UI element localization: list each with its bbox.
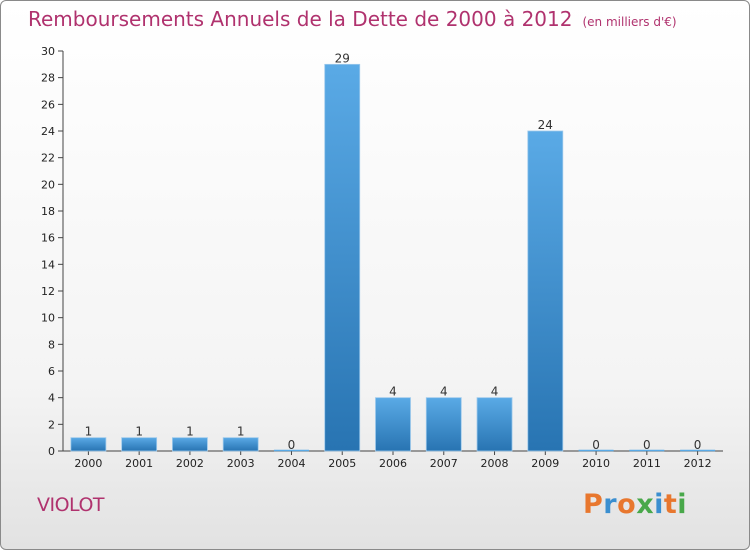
bar xyxy=(375,397,411,452)
x-tick-label: 2007 xyxy=(430,457,458,470)
chart-title-text: Remboursements Annuels de la Dette de 20… xyxy=(28,7,573,31)
bar xyxy=(222,437,259,452)
bar xyxy=(70,437,107,452)
bar xyxy=(527,130,564,452)
y-tick-label: 26 xyxy=(41,98,55,111)
x-tick-label: 2004 xyxy=(277,457,305,470)
x-tick-label: 2009 xyxy=(531,457,559,470)
x-tick-label: 2002 xyxy=(176,457,204,470)
logo-letter: o xyxy=(617,489,637,520)
y-tick-label: 22 xyxy=(41,152,55,165)
x-tick-label: 2005 xyxy=(328,457,356,470)
bar-value-label: 0 xyxy=(592,438,600,452)
x-tick-label: 2008 xyxy=(481,457,509,470)
y-tick-label: 0 xyxy=(48,445,55,458)
y-tick-label: 8 xyxy=(48,338,55,351)
x-tick-label: 2012 xyxy=(684,457,712,470)
bar-value-label: 0 xyxy=(694,438,702,452)
logo-letter: P xyxy=(583,489,604,520)
bar-value-label: 1 xyxy=(186,425,194,439)
y-tick-label: 14 xyxy=(41,258,55,271)
x-tick-label: 2006 xyxy=(379,457,407,470)
bar-value-label: 29 xyxy=(335,51,350,65)
commune-name: VIOLOT xyxy=(37,494,105,516)
y-tick-label: 16 xyxy=(41,232,55,245)
y-tick-label: 28 xyxy=(41,72,55,85)
y-tick-label: 30 xyxy=(41,45,55,58)
y-tick-label: 10 xyxy=(41,312,55,325)
y-tick-label: 4 xyxy=(48,392,55,405)
bar xyxy=(425,397,462,452)
chart-unit: (en milliers d'€) xyxy=(582,15,677,29)
y-tick-label: 12 xyxy=(41,285,55,298)
logo-letter: t xyxy=(663,489,678,520)
chart-title: Remboursements Annuels de la Dette de 20… xyxy=(28,7,677,31)
y-tick-label: 6 xyxy=(48,365,55,378)
bar xyxy=(172,437,208,452)
x-tick-label: 2011 xyxy=(633,457,661,470)
bar xyxy=(476,397,513,452)
y-tick-label: 24 xyxy=(41,125,55,138)
bar-value-label: 4 xyxy=(491,385,499,399)
x-tick-label: 2010 xyxy=(582,457,610,470)
bar xyxy=(324,63,361,452)
bar-value-label: 1 xyxy=(85,425,93,439)
x-tick-label: 2001 xyxy=(125,457,153,470)
logo-letter: x xyxy=(636,489,655,520)
logo-letter: i xyxy=(654,489,664,520)
x-tick-label: 2000 xyxy=(74,457,102,470)
y-tick-label: 20 xyxy=(41,178,55,191)
bar-value-label: 0 xyxy=(643,438,651,452)
proxiti-logo: Proxiti xyxy=(583,489,687,520)
bar-value-label: 4 xyxy=(389,385,397,399)
bar-value-label: 1 xyxy=(237,425,245,439)
x-tick-label: 2003 xyxy=(227,457,255,470)
y-tick-label: 2 xyxy=(48,418,55,431)
bar xyxy=(121,437,158,452)
bar-value-label: 4 xyxy=(440,385,448,399)
bar-value-label: 24 xyxy=(538,118,553,132)
bar-value-label: 1 xyxy=(135,425,143,439)
y-tick-label: 18 xyxy=(41,205,55,218)
bar-value-label: 0 xyxy=(288,438,296,452)
logo-letter: i xyxy=(677,489,688,520)
logo-letter: r xyxy=(603,489,618,520)
